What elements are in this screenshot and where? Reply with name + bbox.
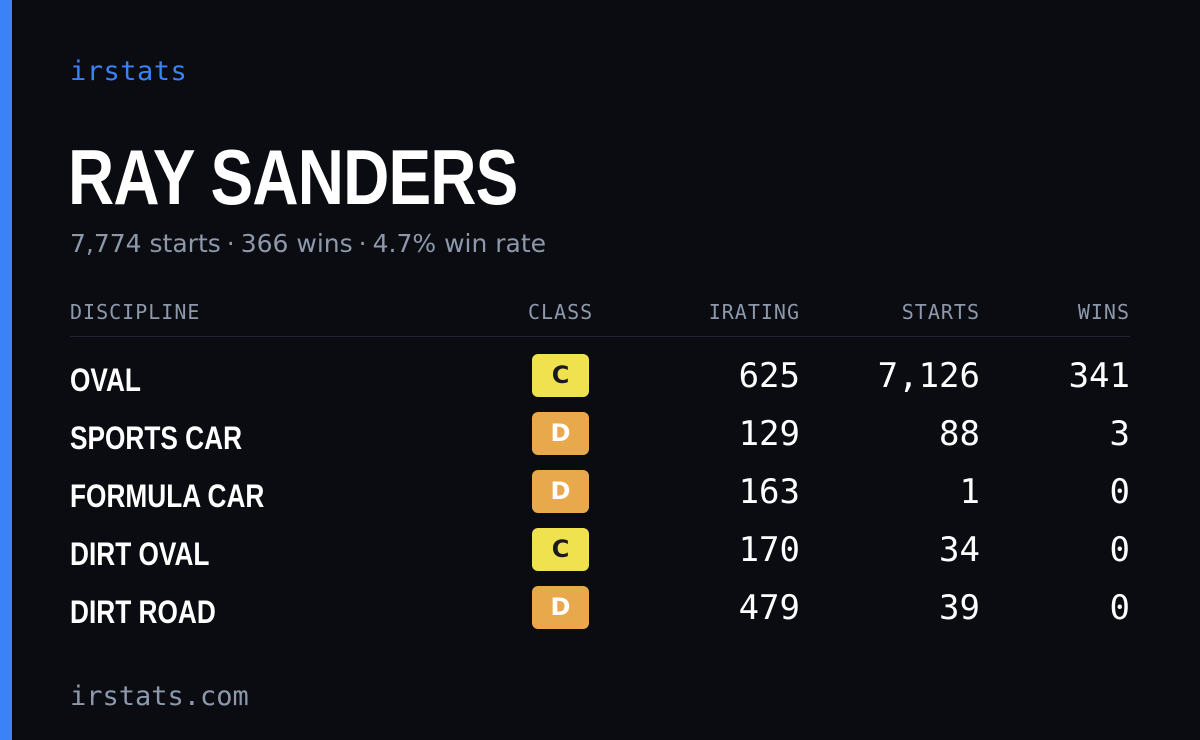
table-row: OVAL C 625 7,126 341 bbox=[70, 350, 1130, 408]
row-wins: 341 bbox=[1068, 356, 1130, 396]
table-row: FORMULA CAR D 163 1 0 bbox=[70, 466, 1130, 524]
row-discipline: FORMULA CAR bbox=[70, 478, 265, 514]
header-irating: IRATING bbox=[708, 300, 800, 324]
row-irating: 479 bbox=[738, 588, 800, 628]
table-header: DISCIPLINE CLASS IRATING STARTS WINS bbox=[70, 300, 1130, 336]
discipline-table: OVAL C 625 7,126 341 SPORTS CAR D 129 88… bbox=[70, 350, 1130, 640]
row-irating: 129 bbox=[738, 414, 800, 454]
accent-bar bbox=[0, 0, 12, 740]
row-wins: 3 bbox=[1109, 414, 1130, 454]
class-badge: D bbox=[532, 412, 589, 455]
header-discipline: DISCIPLINE bbox=[70, 300, 201, 324]
row-discipline: DIRT OVAL bbox=[70, 536, 210, 572]
row-starts: 88 bbox=[939, 414, 980, 454]
driver-summary: 7,774 starts · 366 wins · 4.7% win rate bbox=[70, 229, 546, 258]
driver-name: RAY SANDERS bbox=[68, 133, 518, 221]
row-irating: 163 bbox=[738, 472, 800, 512]
row-starts: 1 bbox=[959, 472, 980, 512]
table-row: DIRT ROAD D 479 39 0 bbox=[70, 582, 1130, 640]
row-wins: 0 bbox=[1109, 588, 1130, 628]
summary-win-rate: 4.7% win rate bbox=[372, 229, 547, 258]
header-starts: STARTS bbox=[901, 300, 980, 324]
header-class: CLASS bbox=[528, 300, 594, 324]
class-badge: D bbox=[532, 586, 589, 629]
row-discipline: DIRT ROAD bbox=[70, 594, 216, 630]
class-badge: C bbox=[532, 528, 589, 571]
header-wins: WINS bbox=[1077, 300, 1130, 324]
footer-url[interactable]: irstats.com bbox=[70, 681, 249, 712]
row-starts: 39 bbox=[939, 588, 980, 628]
header-divider bbox=[70, 336, 1130, 337]
class-badge: D bbox=[532, 470, 589, 513]
row-starts: 34 bbox=[939, 530, 980, 570]
row-wins: 0 bbox=[1109, 530, 1130, 570]
row-discipline: SPORTS CAR bbox=[70, 420, 243, 456]
row-discipline: OVAL bbox=[70, 362, 141, 398]
row-starts: 7,126 bbox=[877, 356, 980, 396]
row-irating: 625 bbox=[738, 356, 800, 396]
summary-separator: · bbox=[226, 229, 235, 258]
class-badge: C bbox=[532, 354, 589, 397]
row-wins: 0 bbox=[1109, 472, 1130, 512]
row-irating: 170 bbox=[738, 530, 800, 570]
table-row: SPORTS CAR D 129 88 3 bbox=[70, 408, 1130, 466]
summary-starts: 7,774 starts bbox=[70, 229, 221, 258]
summary-separator: · bbox=[358, 229, 367, 258]
brand-logo-text[interactable]: irstats bbox=[70, 56, 188, 87]
table-row: DIRT OVAL C 170 34 0 bbox=[70, 524, 1130, 582]
summary-wins: 366 wins bbox=[240, 229, 353, 258]
